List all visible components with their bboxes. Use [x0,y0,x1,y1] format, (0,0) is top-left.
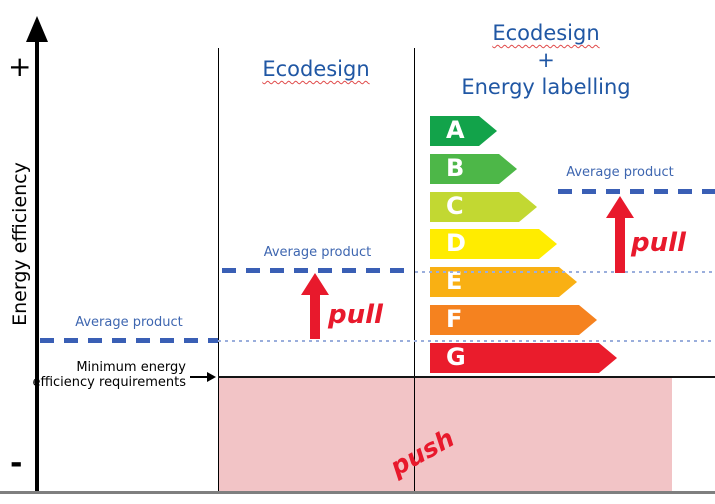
average-product-dashed-line-left [40,338,218,343]
left-section-divider [218,48,219,491]
energy-label-arrow-G: G [430,343,617,373]
y-axis-line [35,38,39,492]
right-heading-line1: Ecodesign [492,21,600,45]
minimum-requirements-pointer-arrowhead-icon [207,372,216,382]
push-area-shading [218,378,672,491]
energy-label-letter: D [446,229,466,257]
ecodesign-heading: Ecodesign [230,57,402,81]
ecodesign-heading-text: Ecodesign [262,57,370,81]
energy-label-letter: F [446,305,463,333]
minimum-requirements-label-line1: Minimum energy [76,360,186,375]
ecodesign-energy-labelling-heading: Ecodesign + Energy labelling [430,20,662,101]
energy-label-arrow-D: D [430,229,557,259]
minimum-requirements-pointer-line [190,376,208,378]
y-axis-arrowhead-icon [26,16,48,42]
average-product-reference-line-low [218,340,715,342]
average-product-reference-line-mid [415,271,715,273]
average-product-label-right: Average product [566,165,674,180]
energy-label-letter: B [446,154,465,182]
pull-arrow-mid [310,294,320,339]
pull-arrowhead-right-icon [606,196,634,218]
energy-label-letter: C [446,192,464,220]
minimum-requirements-label: Minimum energy efficiency requirements [30,360,186,391]
average-product-dashed-line-mid [222,268,413,273]
energy-label-letter: E [446,267,463,295]
pull-arrow-right [615,217,625,273]
right-heading-plus: + [537,48,555,72]
y-axis-plus-label: + [8,50,32,83]
energy-label-arrow-A: A [430,116,497,146]
pull-label-right: pull [631,228,686,258]
x-axis-line [0,491,715,494]
energy-label-letter: G [446,343,466,371]
energy-label-arrow-C: C [430,192,537,222]
y-axis-title: Energy efficiency [9,162,31,326]
pull-arrowhead-mid-icon [301,273,329,295]
y-axis-minus-label: - [10,446,23,481]
energy-label-arrow-F: F [430,305,597,335]
right-section-divider [414,48,415,491]
average-product-label-left: Average product [75,315,183,330]
average-product-label-mid: Average product [263,245,372,260]
minimum-requirements-label-line2: efficiency requirements [32,374,186,390]
minimum-requirements-line [218,376,715,378]
average-product-dashed-line-right [558,189,715,194]
energy-label-letter: A [446,116,465,144]
pull-label-mid: pull [328,300,383,330]
energy-label-arrow-B: B [430,154,517,184]
right-heading-line3: Energy labelling [461,75,631,99]
